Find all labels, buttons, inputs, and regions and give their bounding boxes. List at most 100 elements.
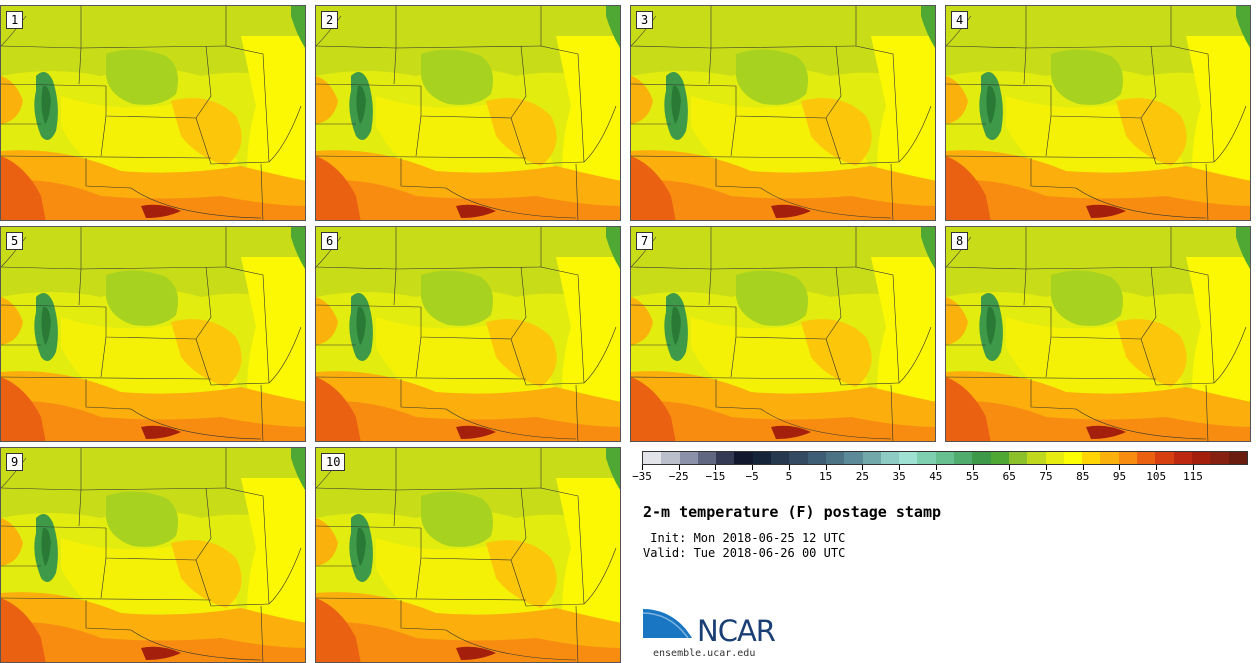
valid-time: Valid: Tue 2018-06-26 00 UTC [643,546,846,560]
colorbar-tick-label: −25 [668,470,689,483]
ncar-logo-icon [642,607,695,639]
temperature-map [631,227,935,441]
temperature-map [1,6,305,220]
colorbar-swatch [1008,452,1028,464]
colorbar-tick [678,465,680,470]
stamp-map[interactable]: 10 [315,447,621,663]
colorbar-swatch [1191,452,1211,464]
colorbar-ticks [642,465,1248,473]
colorbar-tick-label: 55 [965,470,980,483]
colorbar-tick [1046,465,1047,470]
colorbar-swatch [1045,452,1064,464]
colorbar-swatch [990,452,1009,464]
stamp-map[interactable]: 7 [630,226,936,442]
stamp-map[interactable]: 9 [0,447,306,663]
colorbar-swatch [1155,452,1174,464]
colorbar-tick [1009,465,1011,470]
stamp-map[interactable]: 1 [0,5,306,221]
colorbar-swatch [752,452,772,464]
colorbar-swatch [1228,452,1247,464]
member-number: 4 [951,11,969,29]
colorbar-tick-label: 35 [892,470,906,483]
colorbar-swatch [679,452,698,464]
temperature-map [1,227,305,441]
colorbar-swatch [1137,452,1156,464]
temperature-map [316,6,620,220]
colorbar-swatch [862,452,881,464]
colorbar-tick [752,465,754,470]
colorbar-swatch [954,452,973,464]
colorbar-swatch [1027,452,1046,464]
member-number: 8 [951,232,969,250]
colorbar-swatch [972,452,991,464]
colorbar-tick [1192,465,1194,470]
temperature-map [946,6,1250,220]
colorbar-swatch [844,452,863,464]
colorbar-tick-label: 15 [819,470,833,483]
member-number: 7 [636,232,654,250]
temperature-map [946,227,1250,441]
member-number: 6 [321,232,339,250]
temperature-map [316,448,620,662]
member-number: 3 [636,11,654,29]
colorbar-tick [1119,465,1121,470]
temperature-map [1,448,305,662]
stamp-map[interactable]: 8 [945,226,1251,442]
colorbar-tick-label: 45 [929,470,943,483]
colorbar-swatch [899,452,918,464]
colorbar-tick [972,465,974,470]
ncar-logo-text: NCAR [697,614,776,648]
ensemble-url[interactable]: ensemble.ucar.edu [653,648,756,659]
colorbar-swatch [771,452,790,464]
colorbar-tick-label: 85 [1076,470,1090,483]
colorbar-swatch [716,452,735,464]
stamp-map[interactable]: 5 [0,226,306,442]
chart-title: 2-m temperature (F) postage stamp [643,503,942,521]
temperature-map [316,227,620,441]
colorbar-tick-label: −5 [745,470,759,483]
colorbar-tick [715,465,717,470]
colorbar-tick-label: 95 [1112,470,1127,483]
colorbar-swatch [643,452,662,464]
colorbar-swatch [1173,452,1192,464]
colorbar-tick-label: 65 [1002,470,1016,483]
stamp-map[interactable]: 2 [315,5,621,221]
temperature-map [631,6,935,220]
member-number: 2 [321,11,339,29]
colorbar-tick [1082,465,1084,470]
member-number: 9 [6,453,24,471]
member-number: 10 [321,453,346,471]
colorbar-tick-label: 25 [855,470,869,483]
colorbar-tick-label: 115 [1182,470,1203,483]
colorbar-tick-label: 5 [785,470,793,483]
colorbar-tick-label: −35 [632,470,652,483]
colorbar-tick [899,465,901,470]
colorbar-tick [1156,465,1158,470]
colorbar-swatch [697,452,717,464]
colorbar-swatch [935,452,955,464]
colorbar-tick-label: 105 [1146,470,1167,483]
stamp-map[interactable]: 3 [630,5,936,221]
colorbar-swatch [1210,452,1229,464]
colorbar-swatch [880,452,900,464]
colorbar-swatch [734,452,753,464]
colorbar-tick-label: −15 [705,470,726,483]
init-time: Init: Mon 2018-06-25 12 UTC [643,531,846,545]
colorbar-tick [642,465,643,470]
member-number: 5 [6,232,24,250]
colorbar [642,451,1248,465]
stamp-map[interactable]: 4 [945,5,1251,221]
colorbar-swatch [825,452,845,464]
colorbar-tick [935,465,937,470]
colorbar-tick [862,465,864,470]
colorbar-swatch [1063,452,1083,464]
colorbar-tick [788,465,790,470]
stamp-map[interactable]: 6 [315,226,621,442]
colorbar-tick-label: 75 [1039,470,1053,483]
colorbar-swatch [917,452,936,464]
colorbar-swatch [1118,452,1138,464]
colorbar-swatch [1100,452,1119,464]
member-number: 1 [6,11,24,29]
colorbar-swatch [807,452,826,464]
colorbar-tick [825,465,827,470]
